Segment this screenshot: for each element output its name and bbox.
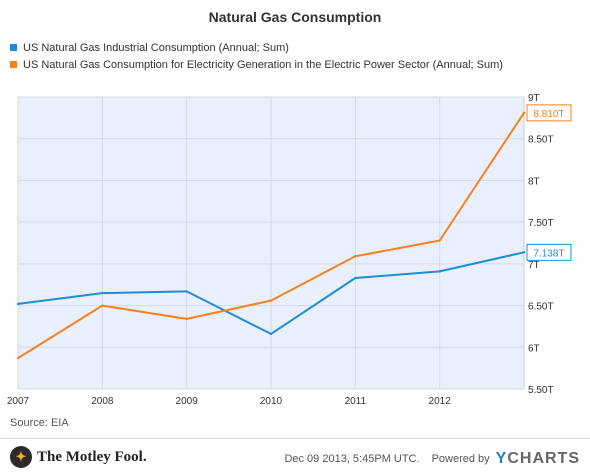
x-tick-label: 2007 (7, 396, 30, 407)
legend-label-electricity: US Natural Gas Consumption for Electrici… (23, 58, 503, 71)
x-tick-label: 2012 (429, 396, 452, 407)
series-point-0 (101, 291, 104, 295)
end-value-label-0: 7.138T (533, 248, 564, 259)
ycharts-logo-text: CHARTS (507, 450, 580, 467)
end-value-box-0 (526, 243, 572, 261)
line-chart: 9T 8.50T 8T 7.50T 7T 6.50T 6T 5.50T 2007 2008 2009… (7, 93, 572, 407)
ycharts-logo[interactable]: YCHARTS (496, 450, 580, 468)
series-point-0 (522, 251, 526, 254)
series-point-0 (438, 270, 441, 273)
series-point-1 (522, 111, 526, 115)
ycharts-y-letter: Y (495, 450, 508, 467)
y-tick-label: 7T (528, 260, 540, 271)
timestamp: Dec 09 2013, 5:45PM UTC. (284, 453, 420, 465)
x-tick-label: 2009 (176, 396, 199, 407)
footer-divider (0, 438, 590, 439)
jester-icon: ✦ (10, 446, 32, 468)
footer: ✦ The Motley Fool. Dec 09 2013, 5:45PM U… (0, 440, 590, 475)
footer-credits: Dec 09 2013, 5:45PM UTC. Powered by YCHA… (284, 450, 580, 468)
y-tick-label: 9T (528, 93, 540, 104)
series-point-0 (185, 290, 188, 293)
source-note: Source: EIA (10, 417, 69, 429)
x-tick-label: 2010 (260, 396, 283, 407)
motley-fool-logo[interactable]: ✦ The Motley Fool. (10, 446, 147, 468)
chart-title: Natural Gas Consumption (208, 9, 382, 25)
legend-item-electricity[interactable]: US Natural Gas Consumption for Electrici… (10, 56, 503, 73)
legend-item-industrial[interactable]: US Natural Gas Industrial Consumption (A… (10, 39, 503, 56)
series-point-1 (354, 255, 357, 258)
series-point-0 (269, 332, 273, 336)
series-point-1 (16, 356, 20, 360)
logo-text: The Motley Fool. (37, 448, 147, 465)
series-point-0 (354, 276, 357, 280)
series-point-1 (269, 299, 273, 302)
y-tick-label: 8T (528, 176, 540, 187)
y-tick-label: 5.50T (528, 385, 554, 396)
y-tick-label: 8.50T (528, 135, 554, 146)
legend-swatch-electricity (10, 61, 17, 68)
end-value-label-1: 8.810T (533, 109, 564, 120)
legend-label-industrial: US Natural Gas Industrial Consumption (A… (23, 41, 289, 54)
series-point-1 (185, 317, 188, 321)
x-tick-label: 2011 (345, 396, 367, 407)
legend: US Natural Gas Industrial Consumption (A… (10, 39, 503, 73)
series-point-1 (101, 304, 104, 307)
legend-swatch-industrial (10, 44, 17, 51)
powered-by-label: Powered by (431, 453, 490, 465)
y-tick-label: 6T (528, 343, 540, 354)
y-tick-label: 6.50T (528, 302, 554, 313)
end-value-box-1 (526, 104, 572, 122)
series-point-0 (16, 302, 20, 306)
x-tick-label: 2008 (91, 396, 114, 407)
y-tick-label: 7.50T (528, 218, 554, 229)
series-point-1 (438, 239, 441, 242)
